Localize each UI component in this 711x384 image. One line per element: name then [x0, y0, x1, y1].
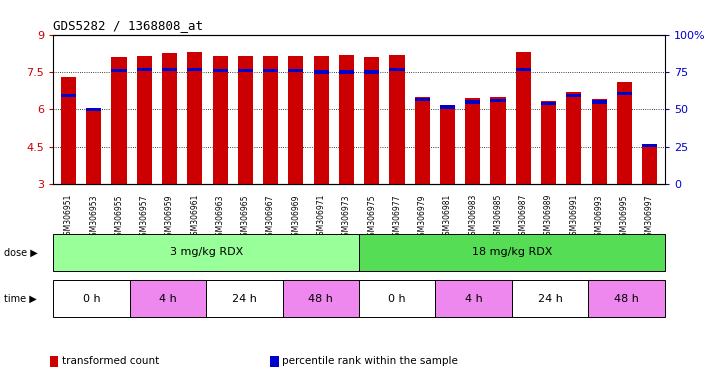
Bar [314, 56, 328, 184]
Bar [86, 108, 102, 111]
Bar [616, 92, 632, 95]
Bar [541, 102, 556, 105]
Bar [314, 70, 328, 74]
Text: 48 h: 48 h [614, 293, 639, 304]
Text: 4 h: 4 h [465, 293, 483, 304]
Bar [137, 68, 152, 71]
Bar [288, 69, 304, 72]
Bar [213, 56, 228, 184]
Bar [364, 70, 379, 74]
Text: GDS5282 / 1368808_at: GDS5282 / 1368808_at [53, 19, 203, 32]
Text: 48 h: 48 h [309, 293, 333, 304]
Bar [237, 69, 253, 72]
Bar [465, 100, 481, 104]
Bar [390, 68, 405, 71]
Bar [642, 144, 657, 147]
Bar [566, 92, 582, 184]
Bar [288, 56, 304, 184]
Bar [187, 52, 203, 184]
Bar [162, 53, 177, 184]
Bar [86, 108, 102, 184]
Bar [390, 55, 405, 184]
Text: 0 h: 0 h [388, 293, 406, 304]
Text: 24 h: 24 h [232, 293, 257, 304]
Text: dose ▶: dose ▶ [4, 247, 37, 258]
Bar [491, 99, 506, 102]
Text: 3 mg/kg RDX: 3 mg/kg RDX [169, 247, 243, 258]
Bar [339, 70, 354, 74]
Text: transformed count: transformed count [62, 356, 159, 366]
Bar [112, 69, 127, 72]
Bar [465, 98, 481, 184]
Bar [213, 69, 228, 72]
Bar [541, 101, 556, 184]
Bar [263, 56, 278, 184]
Bar [515, 52, 531, 184]
Bar [187, 68, 203, 71]
Text: percentile rank within the sample: percentile rank within the sample [282, 356, 458, 366]
Bar [415, 98, 430, 101]
Bar [137, 56, 152, 184]
Bar [642, 144, 657, 184]
Bar [237, 56, 253, 184]
Text: time ▶: time ▶ [4, 293, 36, 304]
Bar [162, 68, 177, 71]
Bar [491, 97, 506, 184]
Bar [339, 55, 354, 184]
Bar [592, 100, 606, 104]
Text: 4 h: 4 h [159, 293, 177, 304]
Bar [616, 82, 632, 184]
Bar [112, 57, 127, 184]
Text: 18 mg/kg RDX: 18 mg/kg RDX [471, 247, 552, 258]
Bar [61, 94, 76, 97]
Bar [263, 69, 278, 72]
Bar [440, 107, 455, 184]
Text: 0 h: 0 h [82, 293, 100, 304]
Bar [515, 68, 531, 71]
Bar [440, 105, 455, 109]
Bar [364, 57, 379, 184]
Bar [415, 97, 430, 184]
Text: 24 h: 24 h [538, 293, 562, 304]
Bar [566, 94, 582, 97]
Bar [592, 99, 606, 184]
Bar [61, 77, 76, 184]
